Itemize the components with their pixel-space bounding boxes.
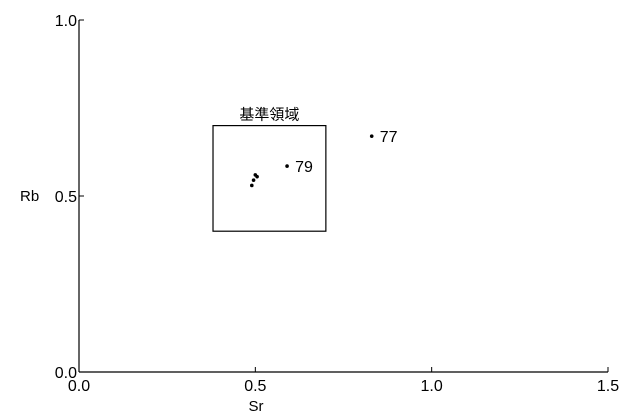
data-point: [255, 174, 259, 179]
data-point: [251, 178, 256, 182]
x-tick-label: 1.0: [421, 378, 443, 395]
data-point: [250, 183, 254, 188]
y-axis-title: Rb: [20, 188, 39, 205]
data-point-label: 79: [295, 159, 313, 176]
data-point: [285, 164, 289, 168]
data-point-label: 77: [380, 129, 398, 146]
reference-region-label: 基準領域: [239, 106, 299, 124]
y-tick-label: 0.5: [55, 189, 77, 206]
y-ticks: 0.0 0.5 1.0: [55, 13, 84, 382]
x-tick-label: 0.5: [244, 378, 266, 395]
x-ticks: 0.0 0.5 1.0 1.5: [68, 367, 619, 395]
x-tick-label: 0.0: [68, 378, 90, 395]
data-points: 79 77: [250, 129, 398, 188]
y-tick-label: 0.0: [55, 365, 77, 382]
y-tick-label: 1.0: [55, 13, 77, 30]
reference-region-box: [212, 124, 327, 232]
reference-region: 基準領域: [212, 106, 327, 232]
x-tick-label: 1.5: [597, 378, 619, 395]
data-point: [369, 134, 374, 138]
x-axis: Sr: [79, 371, 608, 415]
x-axis-title: Sr: [249, 398, 264, 415]
